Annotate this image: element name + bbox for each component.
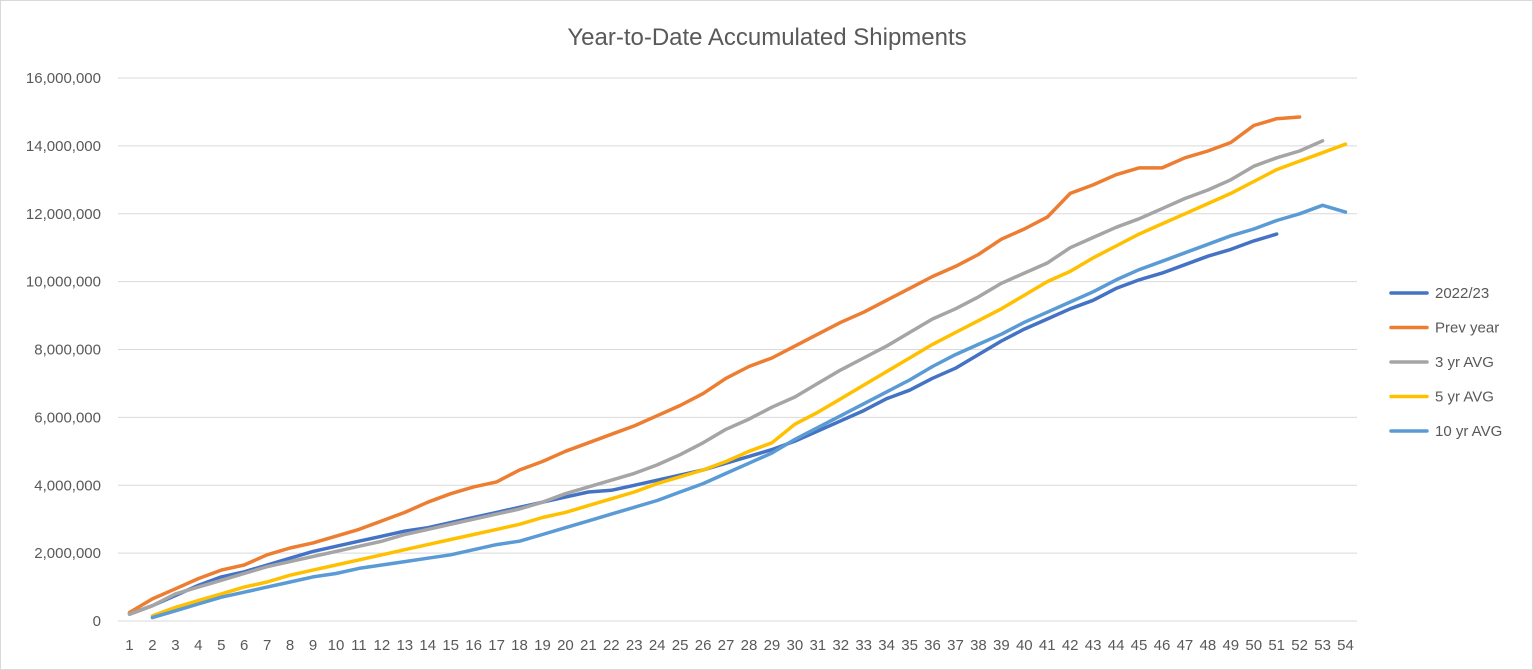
x-tick-label: 37 <box>947 637 964 654</box>
x-tick-label: 3 <box>171 637 179 654</box>
series-line-4 <box>150 203 1348 620</box>
x-tick-label: 18 <box>511 637 528 654</box>
x-tick-label: 25 <box>672 637 689 654</box>
y-axis-tick-labels: 0 2,000,000 4,000,000 6,000,000 8,000,000 10,… <box>26 70 101 630</box>
legend: 2022/23 Prev year 3 yr AVG 5 yr AVG 10 yr AV… <box>1389 285 1502 440</box>
x-tick-label: 1 <box>125 637 133 654</box>
x-tick-label: 13 <box>396 637 413 654</box>
x-tick-label: 35 <box>901 637 918 654</box>
x-tick-label: 29 <box>764 637 781 654</box>
x-tick-label: 16 <box>465 637 482 654</box>
x-tick-label: 54 <box>1337 637 1354 654</box>
x-axis-tick-labels: 1 2 3 4 5 6 7 8 9 10 11 12 13 14 15 16 17 18 19 20 21 22 23 24 2… <box>125 637 1354 654</box>
x-tick-label: 31 <box>809 637 826 654</box>
y-tick-label: 0 <box>93 613 101 630</box>
x-tick-label: 8 <box>286 637 294 654</box>
x-tick-label: 14 <box>419 637 436 654</box>
x-tick-label: 19 <box>534 637 551 654</box>
x-tick-label: 2 <box>148 637 156 654</box>
x-tick-label: 17 <box>488 637 505 654</box>
y-tick-label: 6,000,000 <box>34 409 101 426</box>
x-tick-label: 40 <box>1016 637 1033 654</box>
series-line-1 <box>127 115 1302 615</box>
x-tick-label: 26 <box>695 637 712 654</box>
x-tick-label: 32 <box>832 637 849 654</box>
x-tick-label: 42 <box>1062 637 1079 654</box>
y-tick-label: 4,000,000 <box>34 477 101 494</box>
y-tick-label: 10,000,000 <box>26 274 101 291</box>
x-tick-label: 11 <box>351 637 367 654</box>
x-tick-label: 4 <box>194 637 202 654</box>
series-line-2 <box>127 139 1325 616</box>
x-tick-label: 10 <box>328 637 345 654</box>
x-tick-label: 28 <box>741 637 758 654</box>
x-tick-label: 33 <box>855 637 872 654</box>
chart-title: Year-to-Date Accumulated Shipments <box>567 24 966 51</box>
x-tick-label: 36 <box>924 637 941 654</box>
y-tick-label: 14,000,000 <box>26 138 101 155</box>
x-tick-label: 44 <box>1108 637 1125 654</box>
x-tick-label: 12 <box>374 637 391 654</box>
x-tick-label: 43 <box>1085 637 1102 654</box>
x-tick-label: 27 <box>718 637 735 654</box>
y-tick-label: 2,000,000 <box>34 545 101 562</box>
x-tick-label: 38 <box>970 637 987 654</box>
legend-label: 5 yr AVG <box>1435 389 1494 406</box>
x-tick-label: 5 <box>217 637 225 654</box>
x-tick-label: 41 <box>1039 637 1056 654</box>
series-lines <box>127 115 1348 620</box>
x-tick-label: 7 <box>263 637 271 654</box>
x-tick-label: 21 <box>580 637 597 654</box>
x-tick-label: 30 <box>787 637 804 654</box>
x-tick-label: 20 <box>557 637 574 654</box>
x-tick-label: 50 <box>1245 637 1262 654</box>
x-tick-label: 24 <box>649 637 666 654</box>
x-tick-label: 39 <box>993 637 1010 654</box>
legend-label: 10 yr AVG <box>1435 423 1502 440</box>
x-tick-label: 48 <box>1200 637 1217 654</box>
x-tick-label: 52 <box>1291 637 1308 654</box>
legend-label: 2022/23 <box>1435 285 1489 302</box>
legend-label: Prev year <box>1435 320 1499 337</box>
legend-label: 3 yr AVG <box>1435 354 1494 371</box>
x-tick-label: 6 <box>240 637 248 654</box>
series-line-3 <box>150 142 1348 618</box>
x-tick-label: 49 <box>1222 637 1239 654</box>
x-tick-label: 15 <box>442 637 459 654</box>
series-line-0 <box>127 232 1279 616</box>
x-tick-label: 45 <box>1131 637 1148 654</box>
x-tick-label: 9 <box>309 637 317 654</box>
x-tick-label: 47 <box>1177 637 1194 654</box>
x-tick-label: 34 <box>878 637 895 654</box>
y-tick-label: 16,000,000 <box>26 70 101 87</box>
x-tick-label: 22 <box>603 637 620 654</box>
x-tick-label: 51 <box>1268 637 1285 654</box>
y-tick-label: 8,000,000 <box>34 342 101 359</box>
x-tick-label: 53 <box>1314 637 1331 654</box>
y-tick-label: 12,000,000 <box>26 206 101 223</box>
x-tick-label: 46 <box>1154 637 1171 654</box>
x-tick-label: 23 <box>626 637 643 654</box>
gridlines <box>118 77 1357 622</box>
